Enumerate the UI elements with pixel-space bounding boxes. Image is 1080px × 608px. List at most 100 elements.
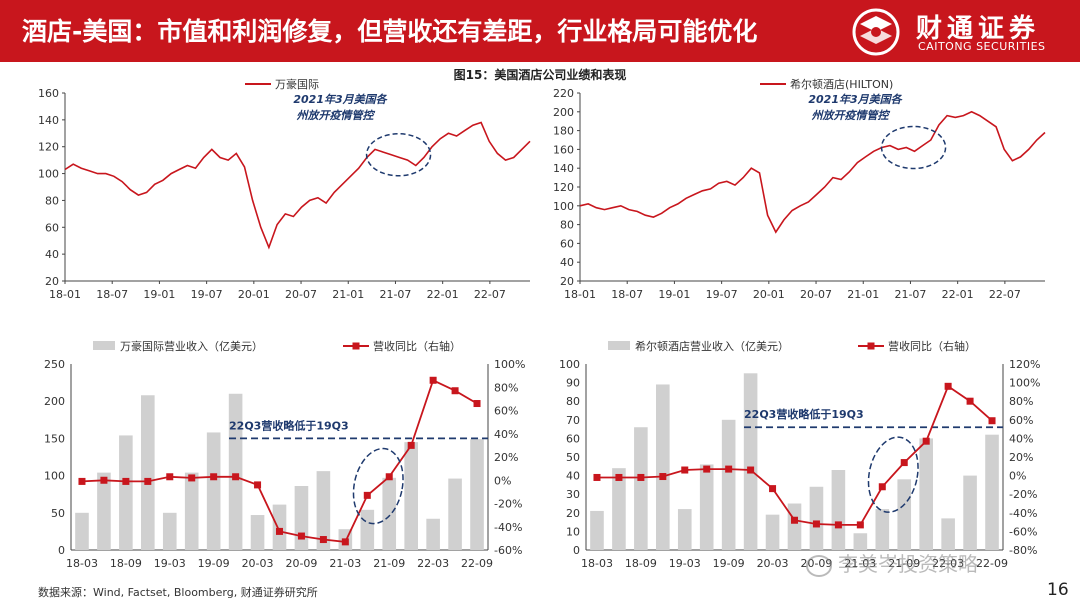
- yoy-marker: [341, 538, 349, 546]
- yoy-marker: [812, 520, 820, 528]
- annotation-text: 州放开疫情管控: [812, 109, 891, 122]
- yoy-marker: [100, 476, 108, 484]
- y-tick-label: 80: [45, 194, 59, 207]
- legend-label: 希尔顿酒店(HILTON): [790, 77, 893, 91]
- right-tick-label: 0%: [1009, 470, 1026, 483]
- price-line: [64, 121, 531, 250]
- right-tick-label: -40%: [494, 521, 522, 534]
- revenue-bar: [699, 464, 714, 550]
- marriott-stock-chart: 20 40 60 80 100 120 140 160 18-01 18-07 19-01 19-07…: [38, 77, 531, 301]
- highlight-ellipse: [880, 125, 947, 170]
- left-tick-label: 90: [566, 377, 580, 390]
- yoy-marker: [659, 473, 667, 481]
- right-tick-label: -80%: [1009, 544, 1037, 557]
- x-tick-label: 19-01: [658, 288, 690, 301]
- x-tick-label: 18-09: [625, 557, 657, 570]
- x-tick-label: 22-03: [932, 557, 964, 570]
- brand-name-en: CAITONG SECURITIES: [918, 40, 1046, 53]
- right-tick-label: 60%: [1009, 414, 1033, 427]
- legend-line-marker: [867, 342, 875, 350]
- annotation-text: 2021年3月美国各: [293, 93, 388, 106]
- yoy-marker: [429, 376, 437, 384]
- y-tick-label: 20: [560, 275, 574, 288]
- wechat-icon: [806, 554, 832, 577]
- left-tick-label: 100: [559, 358, 580, 371]
- price-line: [579, 110, 1046, 234]
- reference-label: 22Q3营收略低于19Q3: [229, 418, 349, 432]
- marriott-revenue-chart: 0 50 100 150 200 250 -60% -40% -20% 0% 20% 40% 60% 80…: [44, 339, 525, 570]
- legend-bar-swatch: [93, 341, 115, 350]
- yoy-marker: [363, 491, 371, 499]
- yoy-marker: [791, 516, 798, 524]
- x-tick-label: 21-03: [329, 557, 361, 570]
- y-tick-label: 120: [38, 141, 59, 154]
- revenue-bar: [119, 435, 133, 550]
- revenue-bar: [141, 395, 155, 550]
- right-tick-label: 120%: [1009, 358, 1040, 371]
- left-tick-label: 0: [573, 544, 580, 557]
- x-tick-label: 18-07: [611, 288, 643, 301]
- yoy-marker: [276, 527, 283, 535]
- yoy-marker: [637, 473, 645, 481]
- revenue-bar: [985, 434, 999, 550]
- left-tick-label: 20: [566, 507, 580, 520]
- x-tick-label: 21-03: [844, 557, 876, 570]
- yoy-marker: [297, 532, 305, 540]
- x-tick-label: 19-07: [191, 288, 223, 301]
- revenue-bar: [941, 518, 955, 550]
- yoy-marker: [188, 474, 196, 482]
- x-tick-label: 19-03: [669, 557, 701, 570]
- y-tick-label: 100: [38, 168, 59, 181]
- revenue-bar: [765, 514, 780, 550]
- revenue-bar: [787, 503, 802, 550]
- yoy-marker: [210, 473, 218, 481]
- right-tick-label: 40%: [494, 428, 518, 441]
- revenue-bar: [272, 504, 287, 550]
- left-tick-label: 250: [44, 358, 65, 371]
- y-tick-label: 200: [553, 106, 574, 119]
- x-tick-label: 22-01: [427, 288, 459, 301]
- annotation-text: 州放开疫情管控: [297, 109, 376, 122]
- revenue-bar: [853, 533, 868, 550]
- revenue-bar: [404, 442, 418, 550]
- y-tick-label: 120: [553, 181, 574, 194]
- x-tick-label: 21-07: [894, 288, 926, 301]
- x-tick-label: 18-01: [49, 288, 81, 301]
- right-tick-label: 100%: [1009, 377, 1040, 390]
- revenue-bar: [809, 486, 824, 550]
- revenue-bar: [162, 512, 177, 550]
- revenue-bar: [184, 472, 199, 550]
- right-tick-label: 80%: [494, 381, 518, 394]
- x-tick-label: 19-03: [154, 557, 186, 570]
- x-tick-label: 20-01: [238, 288, 270, 301]
- x-tick-label: 22-09: [976, 557, 1008, 570]
- right-tick-label: 60%: [494, 405, 518, 418]
- x-tick-label: 20-07: [800, 288, 832, 301]
- yoy-marker: [856, 521, 864, 529]
- x-tick-label: 19-09: [198, 557, 230, 570]
- x-tick-label: 20-09: [285, 557, 317, 570]
- right-tick-label: 0%: [494, 474, 511, 487]
- y-tick-label: 100: [553, 200, 574, 213]
- legend-line-label: 营收同比（右轴）: [373, 339, 461, 353]
- x-tick-label: 22-03: [417, 557, 449, 570]
- revenue-bar: [316, 471, 331, 550]
- legend-bar-swatch: [608, 341, 630, 350]
- annotation-text: 2021年3月美国各: [808, 93, 903, 106]
- x-tick-label: 18-09: [110, 557, 142, 570]
- x-tick-label: 19-01: [143, 288, 175, 301]
- legend-label: 万豪国际: [275, 77, 319, 91]
- yoy-marker: [966, 397, 974, 405]
- x-tick-label: 20-03: [242, 557, 274, 570]
- x-tick-label: 21-09: [373, 557, 405, 570]
- revenue-bar: [360, 509, 375, 550]
- hilton-revenue-chart: 0 10 20 30 40 50 60 70 80 90 100 -80% -60% -40% -20% 0%…: [559, 339, 1040, 570]
- x-tick-label: 22-07: [474, 288, 506, 301]
- right-tick-label: 40%: [1009, 432, 1033, 445]
- y-tick-label: 60: [560, 237, 574, 250]
- highlight-ellipse: [867, 436, 919, 513]
- revenue-bar: [677, 509, 692, 550]
- highlight-ellipse: [365, 133, 432, 177]
- x-tick-label: 20-01: [753, 288, 785, 301]
- page-title: 酒店-美国：市值和利润修复，但营收还有差距，行业格局可能优化: [22, 17, 758, 46]
